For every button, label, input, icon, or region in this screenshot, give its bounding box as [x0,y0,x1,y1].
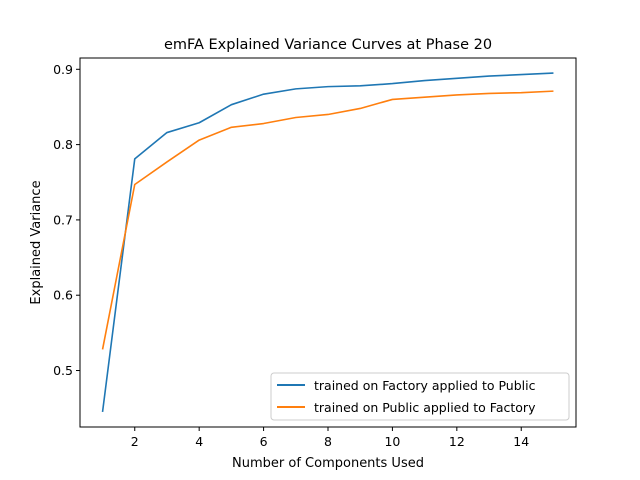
legend-box [270,372,570,421]
legend: trained on Factory applied to Public tra… [270,372,570,421]
x-tick-label: 2 [131,434,139,449]
series-line-public-to-factory [101,90,554,350]
y-tick-label: 0.5 [53,363,73,378]
x-tick-label: 12 [449,434,465,449]
y-tick-label: 0.8 [53,137,73,152]
series-layer [101,72,554,413]
legend-label-public-to-factory: trained on Public applied to Factory [314,400,536,415]
series-line-factory-to-public [101,72,554,413]
y-axis-label: Explained Variance [29,180,44,304]
x-tick-label: 10 [384,434,400,449]
y-axis: 0.5 0.6 0.7 0.8 0.9 [53,62,80,378]
x-tick-label: 14 [513,434,529,449]
legend-label-factory-to-public: trained on Factory applied to Public [314,378,536,393]
x-tick-label: 4 [195,434,203,449]
x-axis: 2 4 6 8 10 12 14 [131,427,529,449]
y-tick-label: 0.6 [53,288,73,303]
x-axis-label: Number of Components Used [232,456,424,471]
x-tick-label: 8 [324,434,332,449]
chart-title: emFA Explained Variance Curves at Phase … [164,37,492,53]
x-tick-label: 6 [260,434,268,449]
y-tick-label: 0.9 [53,62,73,77]
y-tick-label: 0.7 [53,212,73,227]
